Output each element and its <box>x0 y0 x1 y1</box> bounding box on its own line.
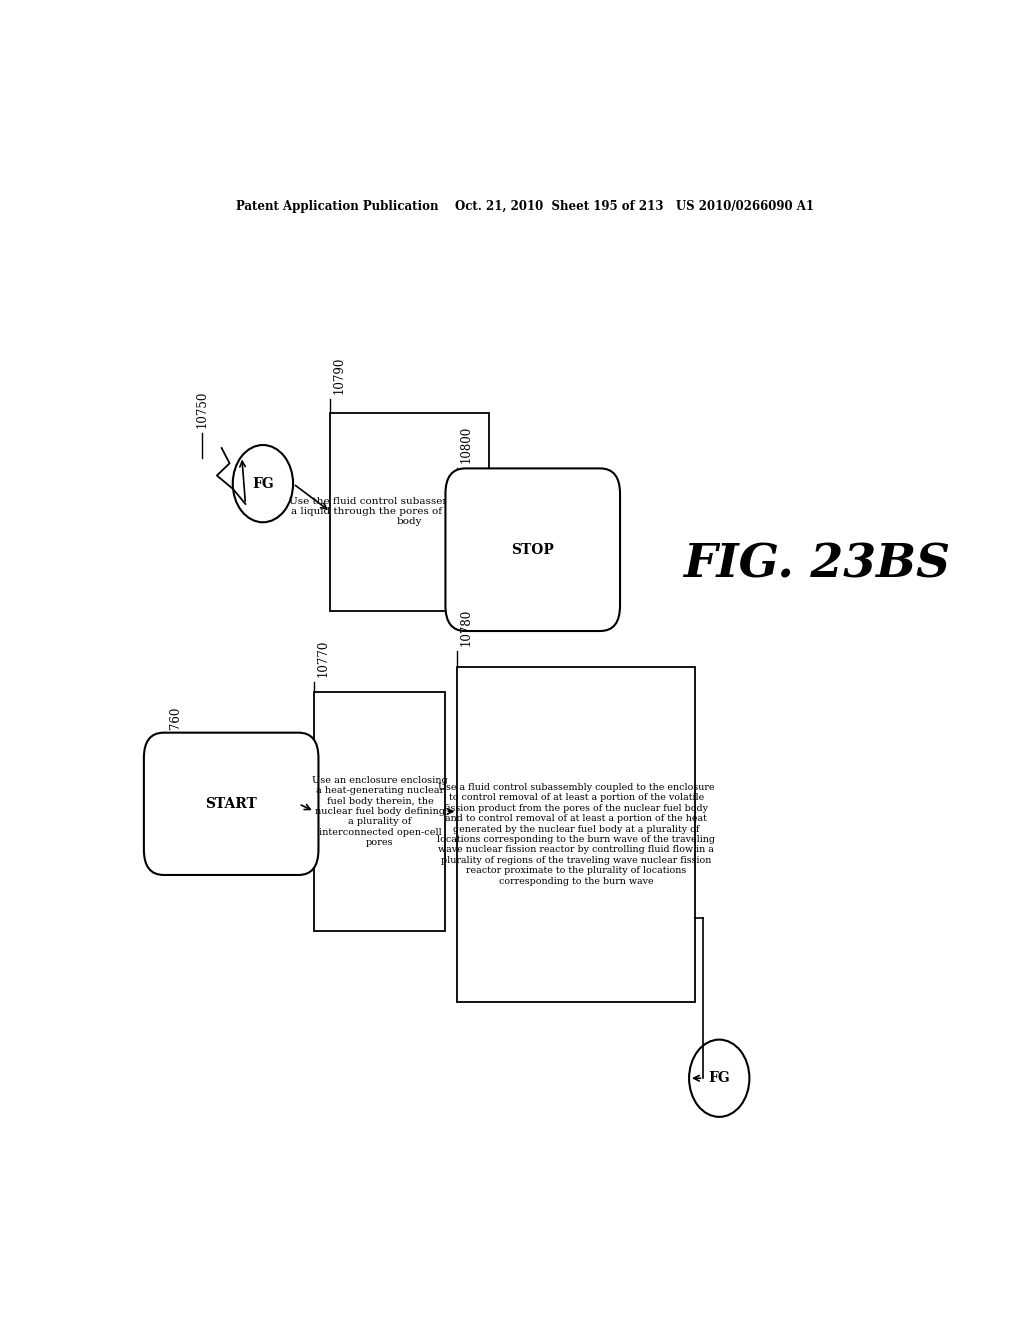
FancyBboxPatch shape <box>445 469 620 631</box>
Text: 10800: 10800 <box>460 426 473 463</box>
Text: 10770: 10770 <box>316 639 330 677</box>
Text: 10760: 10760 <box>169 705 182 743</box>
Text: 10780: 10780 <box>460 609 473 647</box>
Text: Use a fluid control subassembly coupled to the enclosure
to control removal of a: Use a fluid control subassembly coupled … <box>437 783 716 886</box>
Text: Patent Application Publication    Oct. 21, 2010  Sheet 195 of 213   US 2010/0266: Patent Application Publication Oct. 21, … <box>236 199 814 213</box>
Text: STOP: STOP <box>511 543 554 557</box>
Text: START: START <box>205 797 257 810</box>
Text: 10750: 10750 <box>196 391 208 428</box>
Text: Use the fluid control subassembly to circulate
a liquid through the pores of the: Use the fluid control subassembly to cir… <box>289 496 530 527</box>
FancyBboxPatch shape <box>314 692 445 931</box>
FancyBboxPatch shape <box>143 733 318 875</box>
Text: FG: FG <box>709 1072 730 1085</box>
FancyBboxPatch shape <box>331 412 489 611</box>
Text: FG: FG <box>252 477 273 491</box>
FancyBboxPatch shape <box>458 667 695 1002</box>
Text: Use an enclosure enclosing
a heat-generating nuclear
fuel body therein, the
nucl: Use an enclosure enclosing a heat-genera… <box>312 776 447 847</box>
Text: 10790: 10790 <box>333 356 346 395</box>
Text: FIG. 23BS: FIG. 23BS <box>684 543 950 587</box>
